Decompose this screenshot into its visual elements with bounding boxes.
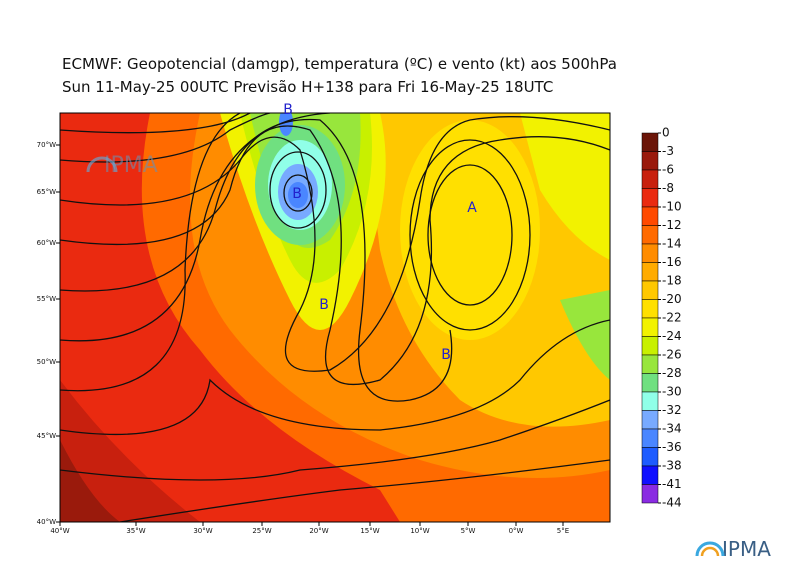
colorbar-bin — [641, 299, 659, 319]
colorbar-label: -12 — [662, 218, 682, 232]
colorbar-bin — [641, 354, 659, 374]
colorbar-bin — [641, 225, 659, 245]
colorbar-bin — [641, 188, 659, 208]
pressure-center: B — [283, 102, 293, 118]
colorbar-label: -26 — [662, 348, 682, 362]
map-frame — [59, 112, 611, 523]
lon-label: 20°W — [309, 527, 328, 535]
colorbar-label: -41 — [662, 477, 682, 491]
colorbar-bin — [641, 391, 659, 411]
lat-label: 50°W — [37, 358, 56, 366]
colorbar-bin — [641, 336, 659, 356]
logo-arc — [86, 156, 118, 173]
map-field — [60, 113, 610, 522]
colorbar-label: -14 — [662, 237, 682, 251]
lon-label: 10°W — [410, 527, 429, 535]
lon-label: 25°W — [252, 527, 271, 535]
lon-label: 0°W — [509, 527, 524, 535]
colorbar-label: -38 — [662, 459, 682, 473]
pressure-center: A — [467, 200, 477, 216]
colorbar-bin — [641, 280, 659, 300]
logo: IPMA — [722, 537, 771, 561]
pressure-centers: B B B B A — [283, 102, 477, 363]
lat-label: 55°W — [37, 295, 56, 303]
lat-label: 40°W — [37, 518, 56, 526]
colorbar-label: -18 — [662, 274, 682, 288]
colorbar-bin — [641, 262, 659, 282]
colorbar-bin — [641, 410, 659, 430]
colorbar-label: -34 — [662, 422, 682, 436]
colorbar-label: -30 — [662, 385, 682, 399]
colorbar-label: -28 — [662, 366, 682, 380]
colorbar-bin — [641, 373, 659, 393]
colorbar-bin — [641, 317, 659, 337]
colorbar-bin — [641, 484, 659, 504]
colorbar-label: -24 — [662, 329, 682, 343]
colorbar-bin — [641, 169, 659, 189]
colorbar-label: -16 — [662, 255, 682, 269]
logo-arc — [700, 546, 720, 557]
colorbar-label: -3 — [662, 144, 674, 158]
lon-label: 40°W — [50, 527, 69, 535]
colorbar-bin — [641, 447, 659, 467]
colorbar-bin — [641, 243, 659, 263]
colorbar: 0 -3 -6 -8 -10 -12 -14 -16 -18 -20 -22 -24 -26 -28 -30… — [641, 126, 682, 510]
pressure-center: B — [319, 297, 329, 313]
colorbar-label: 0 — [662, 126, 670, 140]
lon-label: 5°W — [461, 527, 476, 535]
colorbar-bin — [641, 465, 659, 485]
lat-label: 60°W — [37, 239, 56, 247]
colorbar-label: -36 — [662, 440, 682, 454]
lon-label: 35°W — [126, 527, 145, 535]
axes: 40°W 35°W 30°W 25°W 20°W 15°W 10°W 5°W 0°W 5°E 70°… — [37, 141, 570, 535]
lon-label: 15°W — [360, 527, 379, 535]
lat-label: 45°W — [37, 432, 56, 440]
logo-arc — [695, 541, 725, 557]
contours — [60, 113, 610, 522]
lon-label: 30°W — [193, 527, 212, 535]
logo-watermark: IPMA — [104, 153, 158, 178]
colorbar-label: -10 — [662, 200, 682, 214]
colorbar-bin — [641, 132, 659, 152]
colorbar-bin — [641, 206, 659, 226]
colorbar-bin — [641, 151, 659, 171]
colorbar-label: -8 — [662, 181, 674, 195]
lat-label: 65°W — [37, 188, 56, 196]
pressure-center: B — [441, 347, 451, 363]
colorbar-label: -32 — [662, 403, 682, 417]
lon-label: 5°E — [557, 527, 569, 535]
colorbar-label: -22 — [662, 311, 682, 325]
colorbar-label: -6 — [662, 163, 674, 177]
pressure-center: B — [292, 186, 302, 202]
colorbar-label: -20 — [662, 292, 682, 306]
colorbar-label: -44 — [662, 496, 682, 510]
colorbar-bin — [641, 428, 659, 448]
subtitle: Sun 11-May-25 00UTC Previsão H+138 para … — [62, 78, 553, 96]
lat-label: 70°W — [37, 141, 56, 149]
title: ECMWF: Geopotencial (damgp), temperatura… — [62, 55, 617, 73]
